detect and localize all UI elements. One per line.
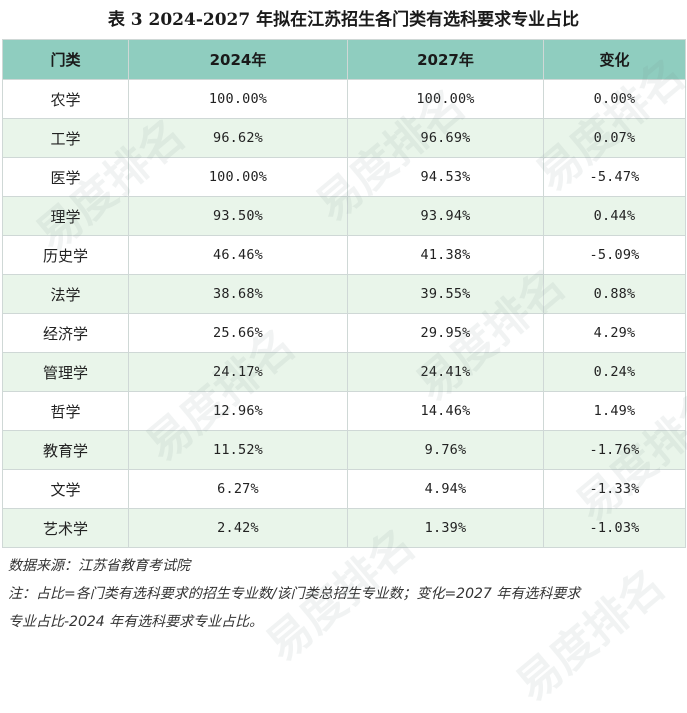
cell-change: 0.00% [543,79,686,119]
data-table: 门类 2024年 2027年 变化 农学 100.00% 100.00% 0.00% 工… [2,39,686,548]
cell-2024: 2.42% [128,508,348,548]
table-row: 理学 93.50% 93.94% 0.44% [2,196,686,236]
cell-category: 经济学 [2,313,129,353]
cell-change: 0.07% [543,118,686,158]
column-header-2027: 2027年 [347,39,544,80]
table-header-row: 门类 2024年 2027年 变化 [2,39,686,80]
cell-2024: 46.46% [128,235,348,275]
cell-2027: 4.94% [347,469,544,509]
table-row: 医学 100.00% 94.53% -5.47% [2,157,686,197]
table-row: 历史学 46.46% 41.38% -5.09% [2,235,686,275]
cell-category: 哲学 [2,391,129,431]
cell-2024: 25.66% [128,313,348,353]
table-row: 法学 38.68% 39.55% 0.88% [2,274,686,314]
table-row: 教育学 11.52% 9.76% -1.76% [2,430,686,470]
cell-change: 1.49% [543,391,686,431]
table-row: 工学 96.62% 96.69% 0.07% [2,118,686,158]
cell-2027: 9.76% [347,430,544,470]
cell-change: -1.03% [543,508,686,548]
column-header-change: 变化 [543,39,686,80]
cell-category: 工学 [2,118,129,158]
cell-2027: 100.00% [347,79,544,119]
source-note: 数据来源：江苏省教育考试院 [8,558,190,574]
column-header-2024: 2024年 [128,39,348,80]
cell-2024: 11.52% [128,430,348,470]
cell-2027: 93.94% [347,196,544,236]
table-body: 农学 100.00% 100.00% 0.00% 工学 96.62% 96.69% 0.07%… [2,79,686,548]
cell-2027: 41.38% [347,235,544,275]
cell-change: -1.76% [543,430,686,470]
cell-change: 4.29% [543,313,686,353]
table-row: 经济学 25.66% 29.95% 4.29% [2,313,686,353]
footnote-line-2: 专业占比-2024 年有选科要求专业占比。 [8,614,264,630]
notes-block: 数据来源：江苏省教育考试院 注：占比=各门类有选科要求的招生专业数/该门类总招生… [8,552,680,636]
cell-change: 0.88% [543,274,686,314]
cell-category: 医学 [2,157,129,197]
cell-2024: 93.50% [128,196,348,236]
table-row: 艺术学 2.42% 1.39% -1.03% [2,508,686,548]
cell-category: 艺术学 [2,508,129,548]
footnote-line-1: 注：占比=各门类有选科要求的招生专业数/该门类总招生专业数；变化=2027 年有… [8,586,581,602]
cell-2027: 94.53% [347,157,544,197]
cell-2027: 39.55% [347,274,544,314]
cell-2024: 24.17% [128,352,348,392]
cell-category: 文学 [2,469,129,509]
cell-2027: 14.46% [347,391,544,431]
cell-2027: 96.69% [347,118,544,158]
cell-change: 0.24% [543,352,686,392]
table-title: 表 3 2024-2027 年拟在江苏招生各门类有选科要求专业占比 [107,10,580,30]
cell-2024: 100.00% [128,79,348,119]
cell-2024: 6.27% [128,469,348,509]
table-row: 文学 6.27% 4.94% -1.33% [2,469,686,509]
table-row: 管理学 24.17% 24.41% 0.24% [2,352,686,392]
cell-category: 理学 [2,196,129,236]
cell-change: -5.47% [543,157,686,197]
cell-2024: 38.68% [128,274,348,314]
cell-2027: 29.95% [347,313,544,353]
cell-category: 法学 [2,274,129,314]
cell-category: 教育学 [2,430,129,470]
cell-2024: 12.96% [128,391,348,431]
cell-2024: 96.62% [128,118,348,158]
cell-category: 农学 [2,79,129,119]
cell-change: -1.33% [543,469,686,509]
cell-category: 历史学 [2,235,129,275]
cell-2027: 1.39% [347,508,544,548]
cell-2024: 100.00% [128,157,348,197]
cell-category: 管理学 [2,352,129,392]
cell-change: 0.44% [543,196,686,236]
column-header-category: 门类 [2,39,129,80]
table-row: 哲学 12.96% 14.46% 1.49% [2,391,686,431]
cell-2027: 24.41% [347,352,544,392]
table-row: 农学 100.00% 100.00% 0.00% [2,79,686,119]
cell-change: -5.09% [543,235,686,275]
